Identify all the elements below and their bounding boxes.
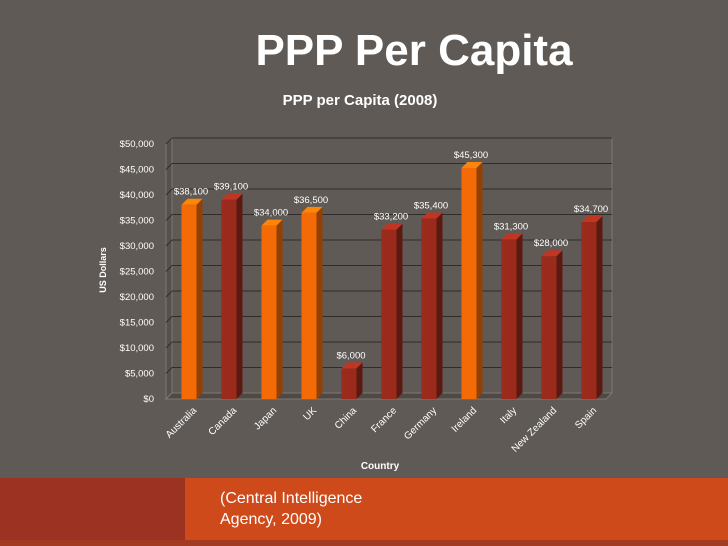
y-tick-label: $30,000 (120, 241, 154, 252)
bar (421, 218, 437, 399)
bar-side (356, 362, 363, 399)
bar (221, 199, 237, 399)
gridline-depth (165, 188, 173, 196)
x-tick-label: China (333, 405, 360, 432)
x-tick-label: France (369, 405, 399, 435)
x-axis-label: Country (360, 461, 400, 472)
bar-side (196, 198, 203, 399)
data-label: $34,700 (574, 204, 608, 215)
y-tick-label: $45,000 (120, 165, 154, 176)
data-label: $33,200 (374, 212, 408, 223)
bar-top (301, 206, 323, 213)
gridline-depth (165, 137, 173, 145)
data-label: $31,300 (494, 221, 528, 232)
data-label: $34,000 (254, 208, 288, 219)
data-label: $39,100 (214, 182, 248, 193)
bar-top (461, 161, 483, 168)
y-tick-label: $20,000 (120, 292, 154, 303)
x-tick-label: UK (302, 405, 320, 423)
x-tick-label: Australia (164, 405, 200, 441)
bar (381, 229, 397, 399)
bar-top (381, 223, 403, 230)
y-tick-label: $50,000 (120, 139, 154, 150)
y-tick-label: $15,000 (120, 318, 154, 329)
bar (341, 368, 357, 399)
bar-side (516, 233, 523, 399)
footer-band (185, 478, 728, 540)
footer-strip (0, 540, 728, 546)
gridline-depth (165, 214, 173, 221)
gridline-depth (165, 316, 173, 323)
bar-side (596, 216, 603, 399)
bar (181, 204, 197, 399)
bar-side (276, 219, 283, 399)
data-label: $6,000 (336, 350, 365, 361)
gridline-depth (165, 163, 173, 170)
y-axis-label: US Dollars (98, 247, 108, 293)
data-label: $36,500 (294, 195, 328, 206)
bar-top (221, 193, 243, 200)
bar-side (316, 206, 323, 399)
bar-top (581, 216, 603, 223)
bar-top (261, 219, 283, 226)
x-tick-label: Germany (402, 405, 439, 442)
gridline-depth (165, 341, 173, 349)
bar-side (436, 212, 443, 399)
slide-title: PPP Per Capita (255, 26, 573, 75)
y-tick-label: $25,000 (120, 267, 154, 278)
x-tick-label: Spain (573, 405, 599, 431)
y-tick-label: $5,000 (125, 369, 154, 380)
chart-title: PPP per Capita (2008) (282, 92, 438, 109)
x-tick-label: Japan (252, 405, 279, 432)
y-tick-label: $10,000 (120, 343, 154, 354)
bar-top (541, 250, 563, 257)
bar-top (181, 198, 203, 205)
bar-side (476, 161, 483, 399)
x-tick-label: Ireland (450, 405, 479, 434)
footer-band-left (0, 478, 185, 540)
bar-top (341, 362, 363, 369)
y-tick-label: $0 (143, 394, 154, 405)
x-tick-label: Canada (207, 405, 240, 438)
data-label: $28,000 (534, 238, 568, 249)
data-label: $35,400 (414, 200, 448, 211)
gridline-depth (165, 367, 173, 374)
gridline-depth (165, 239, 173, 247)
bar (461, 167, 477, 399)
bar-side (396, 223, 403, 399)
bar (261, 225, 277, 399)
bar-top (501, 233, 523, 240)
bar-side (236, 193, 243, 399)
bar-top (421, 212, 443, 219)
data-label: $45,300 (454, 150, 488, 161)
y-tick-label: $40,000 (120, 190, 154, 201)
bar (501, 239, 517, 399)
gridline-depth (165, 265, 173, 272)
gridline-depth (165, 290, 173, 298)
bar-chart: $0 $5,000 $10,000 $15,000 $20,000 $25,000 $30,… (120, 136, 614, 455)
data-label: $38,100 (174, 187, 208, 198)
y-tick-label: $35,000 (120, 216, 154, 227)
bar (301, 212, 317, 399)
source-citation: (Central Intelligence Agency, 2009) (220, 490, 363, 528)
bar (541, 256, 557, 399)
x-tick-label: Italy (498, 405, 519, 426)
bar (581, 222, 597, 399)
bar-side (556, 250, 563, 399)
